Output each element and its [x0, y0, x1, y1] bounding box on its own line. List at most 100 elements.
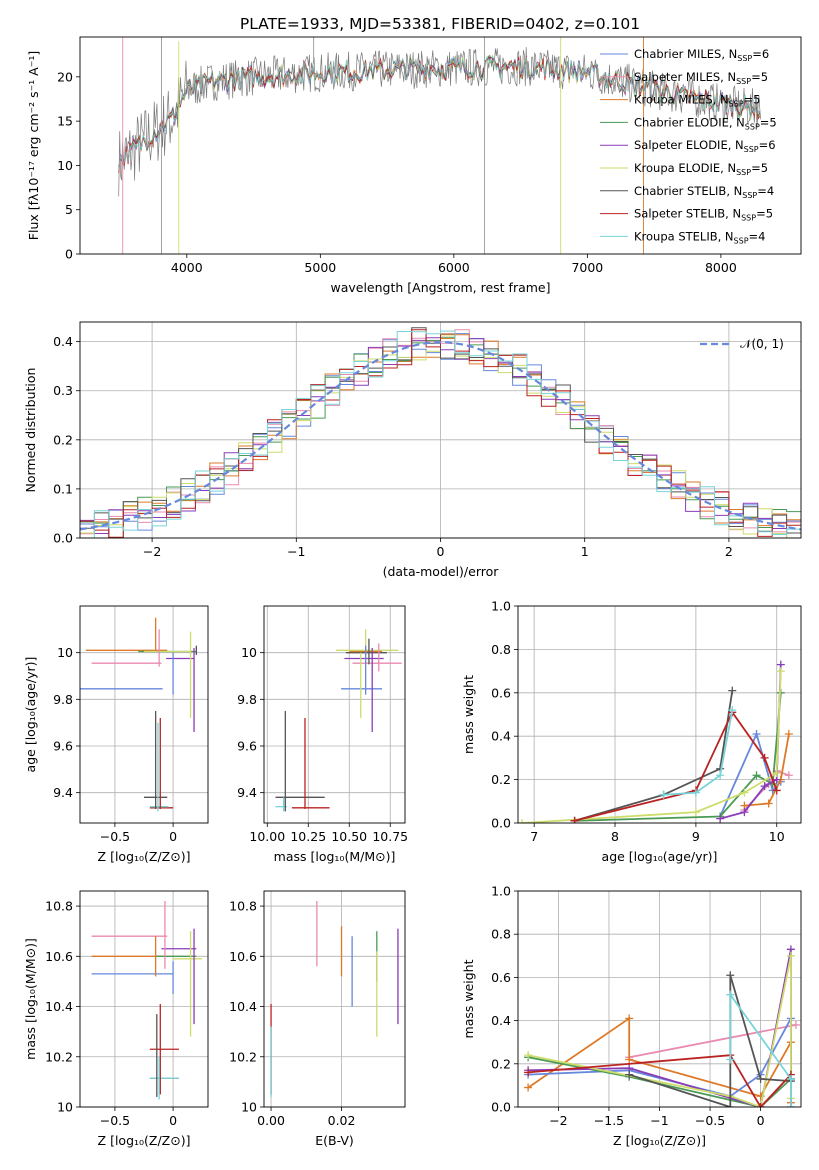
mass-weight-line	[528, 1054, 792, 1107]
y-tick-label: 1.0	[491, 599, 511, 614]
y-tick-label: 0.6	[491, 685, 511, 700]
x-tick-label: 0	[169, 1113, 177, 1128]
data-point-marker	[776, 667, 785, 676]
plot-area	[118, 37, 762, 254]
legend-subscript: SSP	[741, 214, 756, 223]
y-tick-label: 10.4	[45, 999, 73, 1014]
y-tick-label: 0.8	[491, 642, 511, 657]
legend-label: Kroupa MILES, NSSP=5	[634, 93, 760, 109]
y-tick-label: 9.4	[53, 785, 73, 800]
age-vs-mass-plot: 10.00 10.25 10.50 10.75 9.4 9.6 9.8 10 mass [log…	[237, 605, 408, 864]
x-tick-label: 4000	[171, 260, 203, 275]
mass-weight-vs-metallicity-plot: −2 −1.5 −1 −0.5 0 0.0 0.2 0.4 0.6 0.8 1.0 Z [log₁₀(…	[461, 884, 802, 1148]
plot-area	[80, 617, 198, 812]
mass-weight-line	[574, 692, 782, 822]
legend-label: Chabrier STELIB, NSSP=4	[634, 184, 774, 200]
data-point-marker	[728, 706, 737, 715]
data-point-marker	[740, 808, 749, 817]
age-vs-metallicity-plot: −0.5 0 9.4 9.6 9.8 10 Z [log₁₀(Z/Z⊙)] age [log₁…	[23, 605, 209, 864]
legend-count: =4	[749, 229, 766, 243]
axes-frame	[79, 890, 209, 1108]
legend-label: Chabrier ELODIE, NSSP=5	[634, 115, 777, 131]
mass-weight-line	[574, 690, 734, 822]
y-tick-label: 10	[57, 1100, 73, 1115]
data-point-marker	[784, 730, 793, 739]
mass-vs-extinction-plot: 0.00 0.02 10 10.2 10.4 10.6 10.8 E(B-V)	[229, 890, 406, 1148]
data-point-marker	[740, 788, 749, 797]
x-axis-label: Z [log₁₀(Z/Z⊙)]	[613, 1133, 706, 1148]
x-axis-label: wavelength [Angstrom, rest frame]	[330, 280, 550, 295]
mass-weight-line	[527, 955, 792, 1107]
y-tick-label: 9.8	[53, 692, 73, 707]
x-tick-label: 0	[437, 544, 445, 559]
x-tick-label: 10.50	[331, 829, 367, 844]
y-tick-label: 0.1	[53, 481, 73, 496]
x-tick-label: 10	[769, 829, 785, 844]
y-tick-label: 1.0	[491, 884, 511, 899]
x-tick-label: 1	[581, 544, 589, 559]
data-point-marker	[726, 990, 735, 999]
x-tick-label: 2	[725, 544, 733, 559]
legend-subscript: SSP	[737, 54, 752, 63]
data-point-marker	[760, 782, 769, 791]
y-tick-label: 0.0	[53, 531, 73, 546]
x-tick-label: 8000	[705, 260, 737, 275]
y-tick-label: 10.2	[45, 1049, 73, 1064]
y-tick-label: 9.4	[237, 785, 257, 800]
y-axis-label: age [log₁₀(age/yr)]	[23, 657, 38, 773]
mass-weight-line	[744, 733, 790, 807]
x-tick-label: −2	[143, 544, 161, 559]
legend-count: =5	[760, 115, 777, 129]
data-point-marker	[772, 786, 781, 795]
legend-subscript: SSP	[734, 236, 749, 245]
data-point-marker	[752, 771, 761, 780]
x-tick-label: 5000	[304, 260, 336, 275]
data-point-marker	[518, 819, 527, 823]
mass-vs-metallicity-plot: −0.5 0 10 10.2 10.4 10.6 10.8 Z [log₁₀(Z/Z⊙)] ma…	[23, 890, 209, 1148]
y-tick-label: 0.0	[491, 1100, 511, 1115]
x-tick-label: 7000	[571, 260, 603, 275]
legend-subscript: SSP	[744, 145, 759, 154]
axes-frame	[263, 890, 406, 1108]
data-point-marker	[786, 951, 795, 960]
data-point-marker	[570, 816, 579, 823]
legend-label: 𝒩(0, 1)	[740, 337, 784, 351]
data-point-marker	[524, 1051, 533, 1060]
y-tick-label: 10.4	[229, 999, 257, 1014]
x-tick-label: 0.00	[257, 1113, 285, 1128]
plot-area	[275, 629, 402, 812]
y-tick-label: 20	[57, 69, 73, 84]
axes-frame	[517, 890, 802, 1108]
model-spectrum-line	[118, 55, 761, 170]
x-tick-label: 10.75	[372, 829, 408, 844]
axes-frame	[263, 605, 406, 824]
x-axis-label: Z [log₁₀(Z/Z⊙)]	[98, 1133, 191, 1148]
y-tick-label: 0.8	[491, 927, 511, 942]
data-point-marker	[625, 1070, 634, 1079]
x-tick-label: 10.00	[249, 829, 285, 844]
y-axis-label: mass weight	[461, 959, 476, 1038]
legend-subscript: SSP	[736, 168, 751, 177]
legend-count: =5	[751, 70, 768, 84]
x-axis-label: mass [log₁₀(M/M⊙)]	[274, 849, 396, 864]
y-axis-label: mass [log₁₀(M/M⊙)]	[23, 938, 38, 1060]
data-point-marker	[791, 1020, 800, 1029]
legend-label: Kroupa ELODIE, NSSP=5	[634, 161, 768, 177]
x-tick-label: −0.5	[100, 1113, 130, 1128]
data-point-marker	[691, 788, 700, 797]
x-axis-label: (data-model)/error	[383, 564, 500, 579]
data-point-marker	[716, 771, 725, 780]
data-point-marker	[756, 1074, 765, 1083]
legend-subscript: SSP	[729, 100, 744, 109]
legend-label: Chabrier MILES, NSSP=6	[634, 47, 769, 63]
mass-weight-vs-age-plot: 7 8 9 10 0.0 0.2 0.4 0.6 0.8 1.0 age [log₁₀(age/yr…	[461, 599, 802, 864]
data-point-marker	[524, 1068, 533, 1077]
y-tick-label: 0.6	[491, 970, 511, 985]
y-tick-label: 10.8	[45, 899, 73, 914]
data-point-marker	[772, 769, 781, 778]
legend-count: =4	[757, 184, 774, 198]
data-point-marker	[625, 1014, 634, 1023]
y-tick-label: 10.2	[229, 1049, 257, 1064]
y-tick-label: 10.6	[229, 949, 257, 964]
